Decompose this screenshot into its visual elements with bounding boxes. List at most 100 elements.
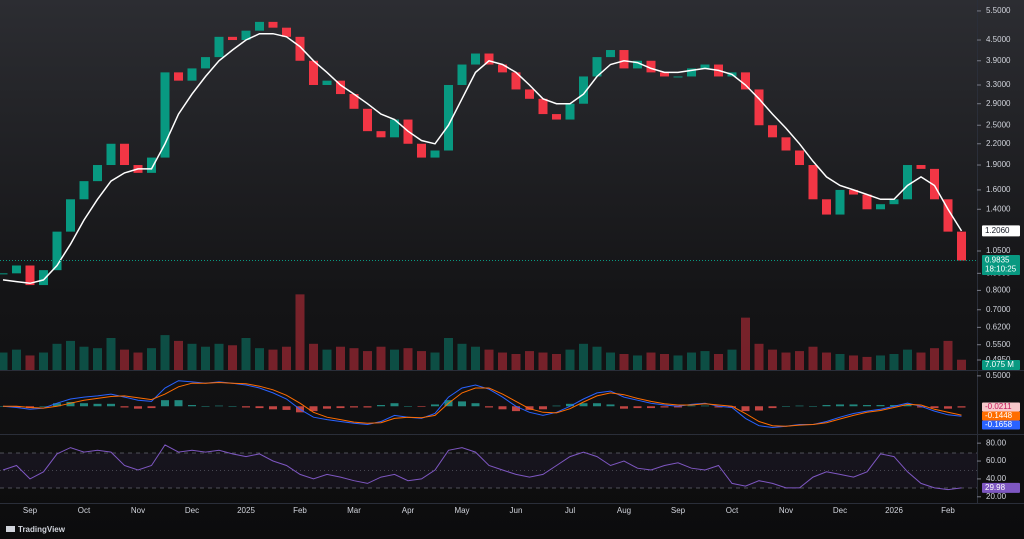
volume-bar <box>93 348 102 370</box>
x-tick-label: Oct <box>726 506 739 515</box>
candle <box>808 165 818 200</box>
x-tick-label: 2025 <box>237 506 255 515</box>
volume-bar <box>39 352 48 370</box>
volume-bar <box>336 346 345 370</box>
volume-bar <box>268 349 278 370</box>
candle <box>957 231 966 261</box>
candle <box>903 165 912 200</box>
volume-bar <box>322 349 332 370</box>
logo-mark <box>6 526 15 532</box>
volume-last-label-box <box>982 360 1020 370</box>
candle <box>862 194 872 210</box>
volume-bar <box>538 352 548 370</box>
x-tick-label: Mar <box>347 506 361 515</box>
x-tick-label: Nov <box>131 506 145 515</box>
macd-histogram <box>917 406 925 408</box>
macd-histogram <box>849 404 858 407</box>
candle <box>930 168 939 200</box>
macd-histogram <box>485 406 493 408</box>
candle <box>228 36 237 41</box>
y-tick-label: 1.9000 <box>986 160 1011 169</box>
volume-bar <box>363 351 372 370</box>
macd-histogram <box>863 405 871 407</box>
logo: TradingView <box>6 525 66 534</box>
macd-histogram <box>107 403 115 407</box>
y-tick-label: 1.0500 <box>986 246 1011 255</box>
candle <box>943 199 953 232</box>
volume-bar <box>214 343 224 370</box>
y-tick-label: 2.9000 <box>986 99 1011 108</box>
brand: TradingView <box>18 525 66 534</box>
macd-histogram <box>39 406 48 407</box>
y-tick-label: 2.5000 <box>986 120 1011 129</box>
volume-bar <box>25 355 35 370</box>
volume-bar <box>930 348 939 370</box>
macd-histogram <box>633 406 642 409</box>
macd-histogram <box>242 406 250 408</box>
candle <box>0 273 8 275</box>
macd-histogram <box>431 404 439 407</box>
candle <box>876 204 885 210</box>
volume-bar <box>484 349 494 370</box>
volume-bar <box>66 340 75 370</box>
x-tick-label: Dec <box>185 506 199 515</box>
macd-histogram <box>566 403 574 407</box>
macd-histogram <box>336 406 345 409</box>
y-tick-label: 1.4000 <box>986 204 1011 213</box>
candle <box>673 76 683 78</box>
candle <box>741 72 750 90</box>
volume-bar <box>835 354 845 370</box>
volume-bar <box>282 346 291 370</box>
volume-bar <box>957 359 966 370</box>
y-tick-label: 0.8000 <box>986 286 1011 295</box>
macd-histogram <box>404 406 412 407</box>
candle <box>241 30 251 41</box>
candle <box>160 72 170 158</box>
candle <box>498 64 507 73</box>
y-tick-label: 4.5000 <box>986 35 1011 44</box>
volume-last-label: 7.075 M <box>985 360 1014 369</box>
volume-bar <box>187 343 197 370</box>
candle <box>309 60 318 85</box>
candle <box>592 57 602 77</box>
candle <box>25 265 35 286</box>
volume-bar <box>133 352 143 370</box>
rsi-last-label-box <box>982 482 1020 493</box>
macd-histogram <box>957 406 966 408</box>
y-tick-label: 3.9000 <box>986 56 1011 65</box>
volume-bar <box>525 351 534 370</box>
candle <box>511 72 521 90</box>
candle <box>687 68 696 77</box>
candle <box>255 21 264 31</box>
macd-histogram <box>701 405 709 407</box>
y-tick-label: 0.5500 <box>986 340 1011 349</box>
volume-bar <box>309 343 318 370</box>
volume-bar <box>403 348 413 370</box>
volume-bar <box>444 338 453 370</box>
macd-histogram <box>458 401 466 407</box>
volume-bar <box>349 348 359 370</box>
candle <box>187 68 197 81</box>
macd-histogram <box>512 406 520 412</box>
signal-label-box <box>982 411 1020 421</box>
volume-bar <box>565 349 575 370</box>
macd-histogram <box>228 406 237 407</box>
candle <box>363 108 372 132</box>
candle <box>106 143 116 166</box>
candle <box>660 72 669 77</box>
volume-bar <box>147 348 156 370</box>
macd-histogram <box>768 406 777 409</box>
macd-histogram <box>471 403 480 407</box>
volume-bar <box>795 351 804 370</box>
volume-bar <box>903 349 912 370</box>
macd-histogram <box>903 405 912 407</box>
macd-histogram <box>390 403 399 407</box>
candle <box>322 80 332 85</box>
volume-bar <box>592 346 602 370</box>
volume-bar <box>79 346 89 370</box>
volume-bar <box>687 352 696 370</box>
x-tick-label: Feb <box>941 506 955 515</box>
candle <box>174 72 183 81</box>
